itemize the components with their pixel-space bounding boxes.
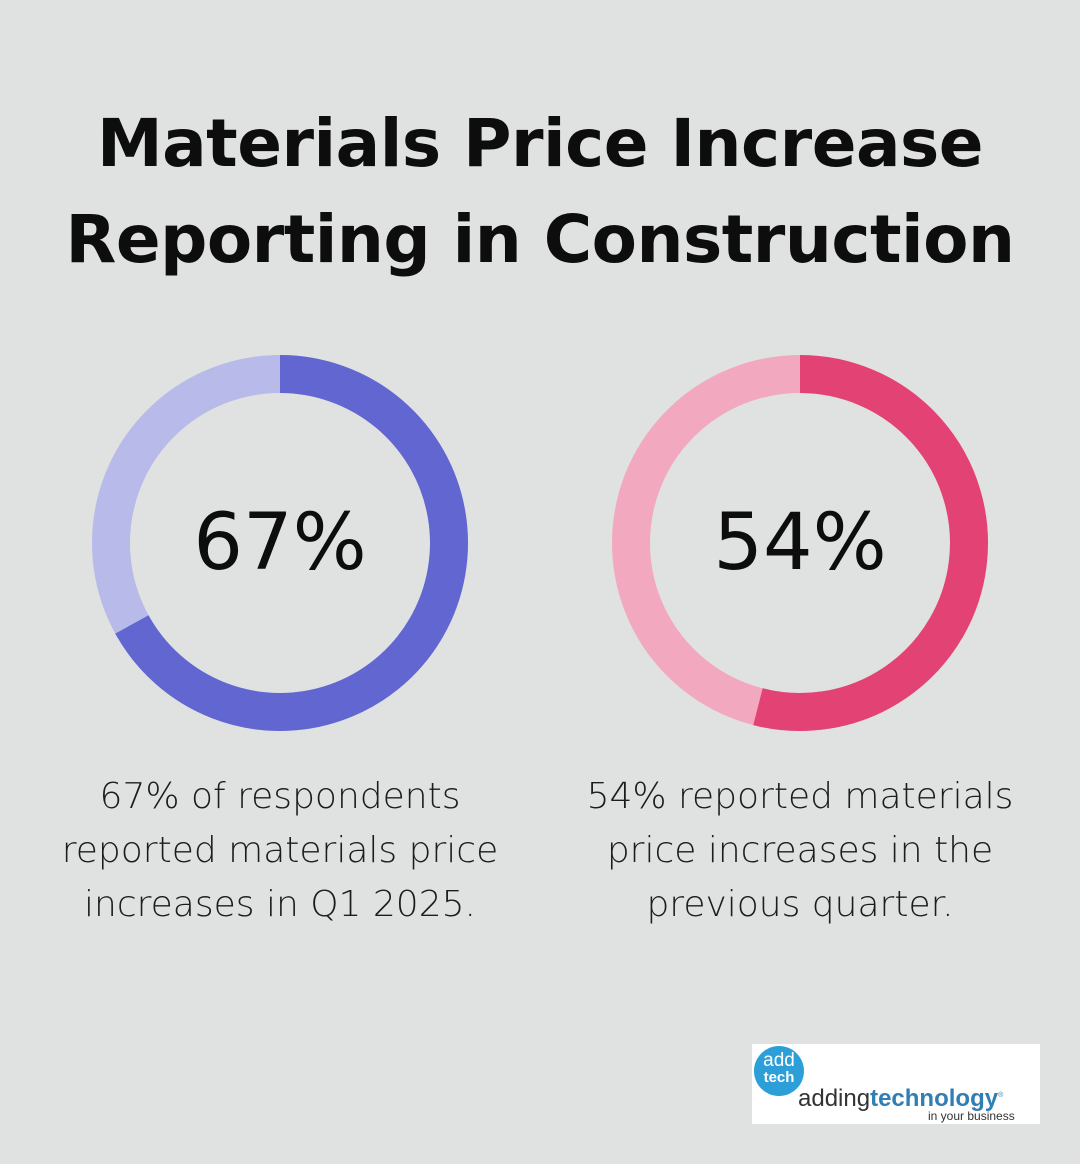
title-line-1: Materials Price Increase: [96, 105, 984, 182]
donut-value-slice: [115, 355, 468, 731]
caption-line: 54% reported materials: [586, 776, 1014, 817]
caption-line: 67% of respondents: [99, 776, 461, 817]
logo-wordmark: addingtechnology®: [798, 1082, 1003, 1113]
caption-q1-2025: 67% of respondents reported materials pr…: [40, 770, 520, 932]
badge-text-bottom: tech: [763, 1069, 795, 1086]
caption-line: previous quarter.: [646, 884, 954, 925]
badge-text-top: add: [763, 1050, 795, 1071]
wordmark-bold: technology: [870, 1085, 999, 1112]
title-line-2: Reporting in Construction: [65, 201, 1015, 278]
caption-previous-quarter: 54% reported materials price increases i…: [560, 770, 1040, 932]
caption-line: price increases in the: [606, 830, 994, 871]
page-title: Materials Price Increase Reporting in Co…: [0, 96, 1080, 288]
caption-line: increases in Q1 2025.: [84, 884, 476, 925]
donut-chart-previous-quarter: 54%: [612, 355, 988, 731]
registered-mark: ®: [998, 1092, 1004, 1099]
donut-value-label: 54%: [713, 498, 886, 588]
wordmark-regular: adding: [798, 1085, 871, 1112]
donut-svg: 54%: [612, 355, 988, 731]
donut-svg: 67%: [92, 355, 468, 731]
caption-line: reported materials price: [61, 830, 499, 871]
donut-chart-q1-2025: 67%: [92, 355, 468, 731]
logo-tagline: in your business: [928, 1109, 1015, 1123]
adding-technology-logo: add tech addingtechnology® in your busin…: [752, 1044, 1040, 1124]
addtech-badge-icon: add tech: [754, 1046, 804, 1096]
donut-value-label: 67%: [193, 498, 366, 588]
donut-value-slice: [753, 355, 988, 731]
